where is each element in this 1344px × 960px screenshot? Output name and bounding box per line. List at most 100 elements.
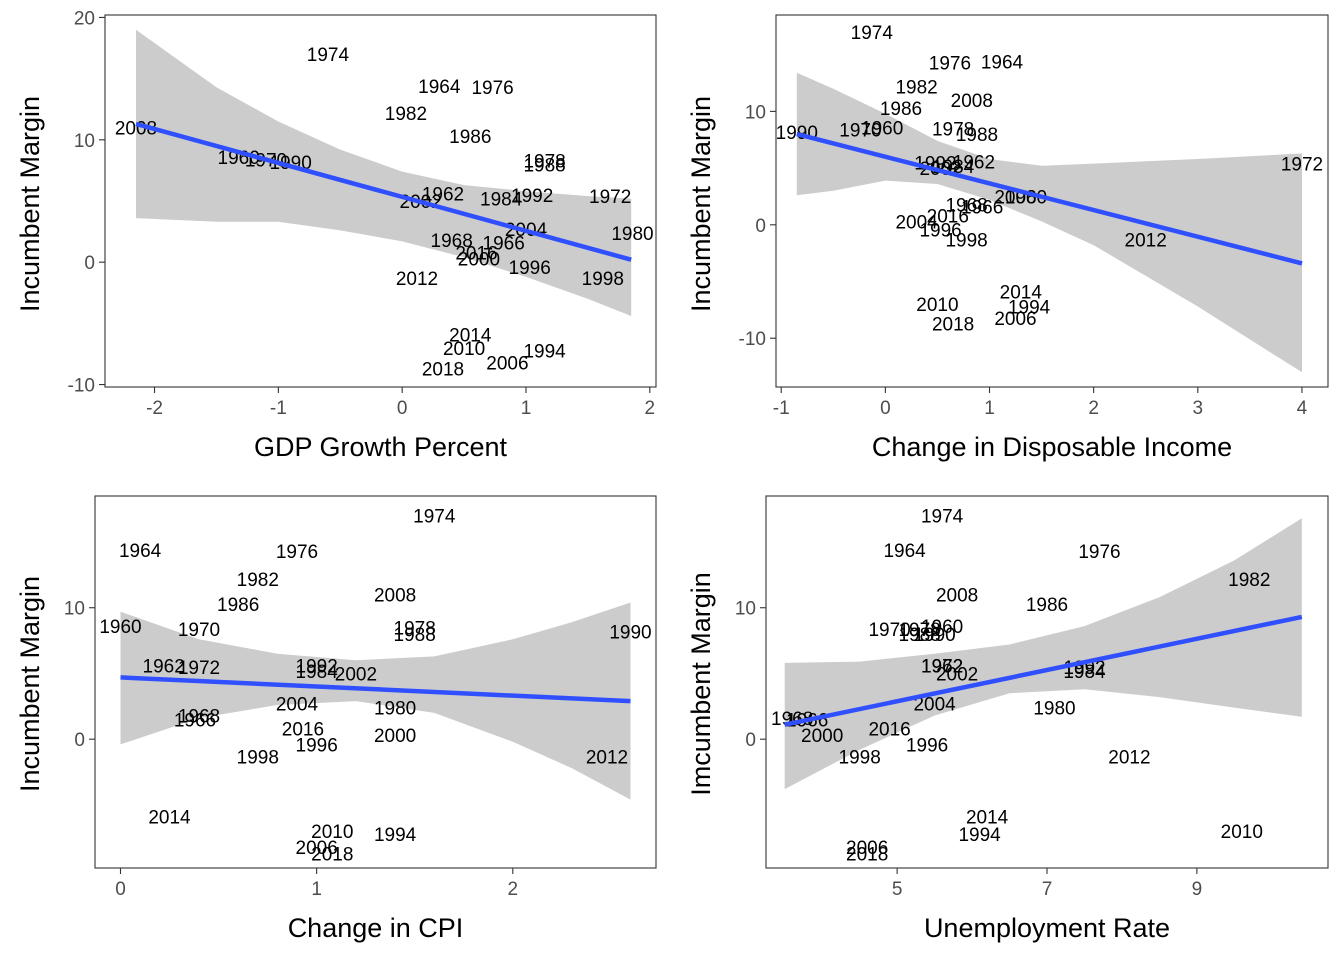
x-axis-title: GDP Growth Percent [254, 432, 508, 462]
point-label-1982: 1982 [237, 570, 279, 591]
x-tick-label: -1 [270, 398, 287, 419]
point-label-1970: 1970 [868, 620, 910, 641]
point-label-1978: 1978 [523, 152, 565, 173]
y-tick-label: -10 [739, 329, 766, 350]
x-tick-label: 1 [311, 879, 322, 900]
point-label-1974: 1974 [851, 23, 894, 44]
point-label-2018: 2018 [846, 845, 888, 866]
point-label-1964: 1964 [119, 541, 162, 562]
point-label-2016: 2016 [282, 720, 324, 741]
point-label-1980: 1980 [1033, 699, 1075, 720]
point-label-2012: 2012 [1108, 747, 1150, 768]
point-label-1988: 1988 [898, 625, 940, 646]
point-label-2006: 2006 [486, 354, 528, 375]
x-tick-label: 4 [1297, 398, 1308, 419]
point-label-1972: 1972 [921, 657, 963, 678]
confidence-band [120, 602, 631, 800]
point-label-1994: 1994 [523, 341, 566, 362]
x-tick-label: 1 [521, 398, 532, 419]
point-label-1964: 1964 [883, 541, 926, 562]
point-label-1960: 1960 [921, 617, 963, 638]
point-label-1966: 1966 [174, 711, 216, 732]
x-tick-label: 0 [115, 879, 126, 900]
point-label-2002: 2002 [335, 665, 377, 686]
point-label-2010: 2010 [916, 295, 958, 316]
point-label-2008: 2008 [115, 119, 157, 140]
point-label-1994: 1994 [958, 825, 1001, 846]
point-label-1976: 1976 [471, 78, 513, 99]
point-label-1996: 1996 [906, 735, 948, 756]
point-label-1962: 1962 [143, 657, 185, 678]
point-label-2012: 2012 [586, 747, 628, 768]
point-label-1984: 1984 [480, 190, 523, 211]
point-label-2000: 2000 [458, 250, 500, 271]
point-label-1984: 1984 [1063, 662, 1106, 683]
x-tick-label: 5 [892, 879, 903, 900]
point-label-2010: 2010 [443, 339, 485, 360]
point-label-2018: 2018 [932, 315, 974, 336]
regression-line [135, 121, 632, 262]
point-label-2008: 2008 [936, 586, 978, 607]
point-label-1980: 1980 [374, 699, 416, 720]
point-label-1994: 1994 [374, 825, 417, 846]
y-axis-title: Incumbent Margin [686, 96, 716, 312]
panel-unemployment: Unemployment Rate Imcumbent Margin 1974 1… [686, 495, 1329, 943]
point-label-1962: 1962 [422, 185, 464, 206]
point-label-2018: 2018 [422, 360, 464, 381]
y-tick-label: 0 [745, 730, 756, 751]
x-tick-label: 3 [1193, 398, 1204, 419]
panel-border [94, 495, 657, 869]
x-tick-label: 1 [984, 398, 995, 419]
y-axis-title: Incumbent Margin [15, 576, 45, 792]
x-tick-label: -1 [773, 398, 790, 419]
point-label-1976: 1976 [929, 54, 971, 75]
point-label-1962: 1962 [921, 657, 963, 678]
x-tick-label: 7 [1042, 879, 1053, 900]
point-label-2014: 2014 [449, 325, 492, 346]
point-label-1980: 1980 [611, 224, 653, 245]
confidence-band [784, 518, 1302, 790]
point-label-1982: 1982 [1228, 570, 1270, 591]
point-label-2012: 2012 [1125, 231, 1167, 252]
point-label-2000: 2000 [801, 726, 843, 747]
point-label-1974: 1974 [307, 45, 350, 66]
point-label-1994: 1994 [1008, 298, 1051, 319]
point-label-2008: 2008 [951, 91, 993, 112]
point-label-2014: 2014 [148, 808, 191, 829]
point-label-2006: 2006 [846, 838, 888, 859]
point-label-2004: 2004 [276, 695, 319, 716]
point-label-1988: 1988 [523, 155, 565, 176]
point-label-2016: 2016 [455, 243, 497, 264]
point-label-1966: 1966 [483, 234, 525, 255]
point-label-2016: 2016 [927, 207, 969, 228]
point-label-2002: 2002 [936, 665, 978, 686]
x-axis-title: Change in Disposable Income [872, 432, 1232, 462]
point-label-1986: 1986 [217, 595, 259, 616]
point-label-1982: 1982 [895, 78, 937, 99]
confidence-band [796, 72, 1302, 373]
point-label-1976: 1976 [1078, 542, 1120, 563]
point-label-1962: 1962 [953, 152, 995, 173]
point-label-1970: 1970 [178, 620, 220, 641]
point-label-1976: 1976 [276, 542, 318, 563]
point-label-2006: 2006 [296, 838, 338, 859]
point-label-2008: 2008 [374, 586, 416, 607]
y-tick-label: 10 [64, 599, 85, 620]
point-label-1998: 1998 [237, 747, 279, 768]
x-axis-title: Unemployment Rate [924, 913, 1170, 943]
point-label-1996: 1996 [919, 220, 961, 241]
point-label-1972: 1972 [1281, 155, 1323, 176]
regression-line [784, 614, 1303, 727]
y-axis-title: Incumbent Margin [15, 96, 45, 312]
point-label-2016: 2016 [868, 720, 910, 741]
point-label-1978: 1978 [898, 620, 940, 641]
panel-border [104, 14, 657, 388]
panel-cpi: Change in CPI Incumbent Margin 1974 1964 1… [15, 495, 657, 943]
point-label-1972: 1972 [589, 187, 631, 208]
point-label-2014: 2014 [1000, 283, 1043, 304]
point-label-2014: 2014 [966, 808, 1009, 829]
point-label-1992: 1992 [511, 186, 553, 207]
point-label-2010: 2010 [311, 822, 353, 843]
y-tick-label: -10 [68, 376, 95, 397]
point-label-1968: 1968 [945, 195, 987, 216]
